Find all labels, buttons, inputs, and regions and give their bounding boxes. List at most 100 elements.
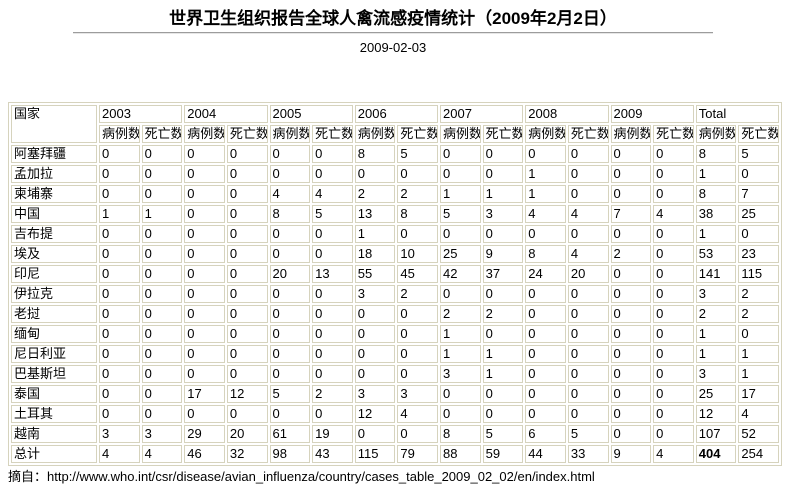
value-cell: 0 xyxy=(269,145,311,163)
value-cell: 4 xyxy=(567,205,609,223)
value-cell: 6 xyxy=(525,425,566,443)
value-cell: 0 xyxy=(525,325,566,343)
table-row: 中国 1 1 0 0 8 5 13 8 5 3 4 4 7 4 38 25 xyxy=(11,205,779,223)
country-cell: 尼日利亚 xyxy=(11,345,97,363)
value-cell: 0 xyxy=(226,305,268,323)
value-cell: 0 xyxy=(269,345,311,363)
report-date: 2009-02-03 xyxy=(359,40,427,55)
value-cell: 42 xyxy=(440,265,481,283)
value-cell: 0 xyxy=(653,405,694,423)
value-cell: 1 xyxy=(440,325,481,343)
country-cell: 缅甸 xyxy=(11,325,97,343)
value-cell: 44 xyxy=(525,445,566,463)
value-cell: 0 xyxy=(653,285,694,303)
country-cell: 中国 xyxy=(11,205,97,223)
year-header-cell: 2006 xyxy=(354,105,438,123)
table-row: 柬埔寨 0 0 0 0 4 4 2 2 1 1 1 0 0 0 8 7 xyxy=(11,185,779,203)
table-row: 缅甸 0 0 0 0 0 0 0 0 1 0 0 0 0 0 1 0 xyxy=(11,325,779,343)
value-cell: 0 xyxy=(99,305,140,323)
value-cell: 20 xyxy=(226,425,268,443)
value-cell: 3 xyxy=(354,385,396,403)
value-cell: 0 xyxy=(397,225,438,243)
value-cell: 0 xyxy=(653,425,694,443)
value-cell: 0 xyxy=(525,405,566,423)
value-cell: 1 xyxy=(482,345,524,363)
value-cell: 0 xyxy=(482,165,524,183)
value-cell: 8 xyxy=(269,205,311,223)
table-row: 伊拉克 0 0 0 0 0 0 3 2 0 0 0 0 0 0 3 2 xyxy=(11,285,779,303)
value-cell: 0 xyxy=(440,285,481,303)
value-cell: 0 xyxy=(525,305,566,323)
value-cell: 53 xyxy=(695,245,737,263)
value-cell: 0 xyxy=(99,225,140,243)
value-cell: 52 xyxy=(738,425,779,443)
value-cell: 4 xyxy=(99,445,140,463)
value-cell: 29 xyxy=(184,425,225,443)
value-cell: 0 xyxy=(226,365,268,383)
table-row: 土耳其 0 0 0 0 0 0 12 4 0 0 0 0 0 0 12 4 xyxy=(11,405,779,423)
value-cell: 0 xyxy=(184,345,225,363)
value-cell: 0 xyxy=(610,305,652,323)
value-cell: 1 xyxy=(354,225,396,243)
value-cell: 0 xyxy=(653,185,694,203)
value-cell: 0 xyxy=(653,145,694,163)
table-row: 吉布提 0 0 0 0 0 0 1 0 0 0 0 0 0 0 1 0 xyxy=(11,225,779,243)
value-cell: 2 xyxy=(695,305,737,323)
value-cell: 3 xyxy=(99,425,140,443)
value-cell: 3 xyxy=(440,365,481,383)
value-cell: 0 xyxy=(738,325,779,343)
value-cell: 8 xyxy=(695,145,737,163)
table-row: 印尼 0 0 0 0 20 13 55 45 42 37 24 20 0 0 141 115 xyxy=(11,265,779,283)
value-cell: 0 xyxy=(525,385,566,403)
value-cell: 0 xyxy=(610,165,652,183)
value-cell: 0 xyxy=(567,305,609,323)
value-cell: 0 xyxy=(141,245,183,263)
value-cell: 46 xyxy=(184,445,225,463)
value-cell: 2 xyxy=(397,285,438,303)
value-cell: 0 xyxy=(567,325,609,343)
year-header-cell: 2007 xyxy=(440,105,524,123)
value-cell: 32 xyxy=(226,445,268,463)
deaths-header-cell: 死亡数 xyxy=(226,125,268,143)
value-cell: 0 xyxy=(653,265,694,283)
value-cell: 1 xyxy=(482,185,524,203)
cases-header-cell: 病例数 xyxy=(525,125,566,143)
value-cell: 0 xyxy=(226,165,268,183)
value-cell: 0 xyxy=(184,285,225,303)
value-cell: 0 xyxy=(141,385,183,403)
value-cell: 37 xyxy=(482,265,524,283)
value-cell: 0 xyxy=(269,365,311,383)
value-cell: 0 xyxy=(567,405,609,423)
value-cell: 0 xyxy=(269,225,311,243)
value-cell: 0 xyxy=(226,145,268,163)
country-header-cell: 国家 xyxy=(11,105,97,143)
country-cell: 总计 xyxy=(11,445,97,463)
value-cell: 5 xyxy=(397,145,438,163)
value-cell: 2 xyxy=(354,185,396,203)
value-cell: 0 xyxy=(738,225,779,243)
table-row: 巴基斯坦 0 0 0 0 0 0 0 0 3 1 0 0 0 0 3 1 xyxy=(11,365,779,383)
value-cell: 2 xyxy=(482,305,524,323)
value-cell: 12 xyxy=(354,405,396,423)
value-cell: 0 xyxy=(99,165,140,183)
value-cell: 0 xyxy=(482,225,524,243)
value-cell: 1 xyxy=(695,345,737,363)
deaths-header-cell: 死亡数 xyxy=(738,125,779,143)
value-cell: 0 xyxy=(269,305,311,323)
value-cell: 8 xyxy=(397,205,438,223)
value-cell: 12 xyxy=(226,385,268,403)
value-cell: 10 xyxy=(397,245,438,263)
value-cell: 0 xyxy=(269,165,311,183)
value-cell: 0 xyxy=(269,325,311,343)
cases-header-cell: 病例数 xyxy=(440,125,481,143)
value-cell: 0 xyxy=(226,205,268,223)
value-cell: 0 xyxy=(99,265,140,283)
value-cell: 5 xyxy=(269,385,311,403)
value-cell: 0 xyxy=(567,185,609,203)
value-cell: 0 xyxy=(226,225,268,243)
value-cell: 5 xyxy=(482,425,524,443)
value-cell: 0 xyxy=(99,385,140,403)
table-row: 越南 3 3 29 20 61 19 0 0 8 5 6 5 0 0 107 52 xyxy=(11,425,779,443)
value-cell: 1 xyxy=(482,365,524,383)
value-cell: 0 xyxy=(567,345,609,363)
